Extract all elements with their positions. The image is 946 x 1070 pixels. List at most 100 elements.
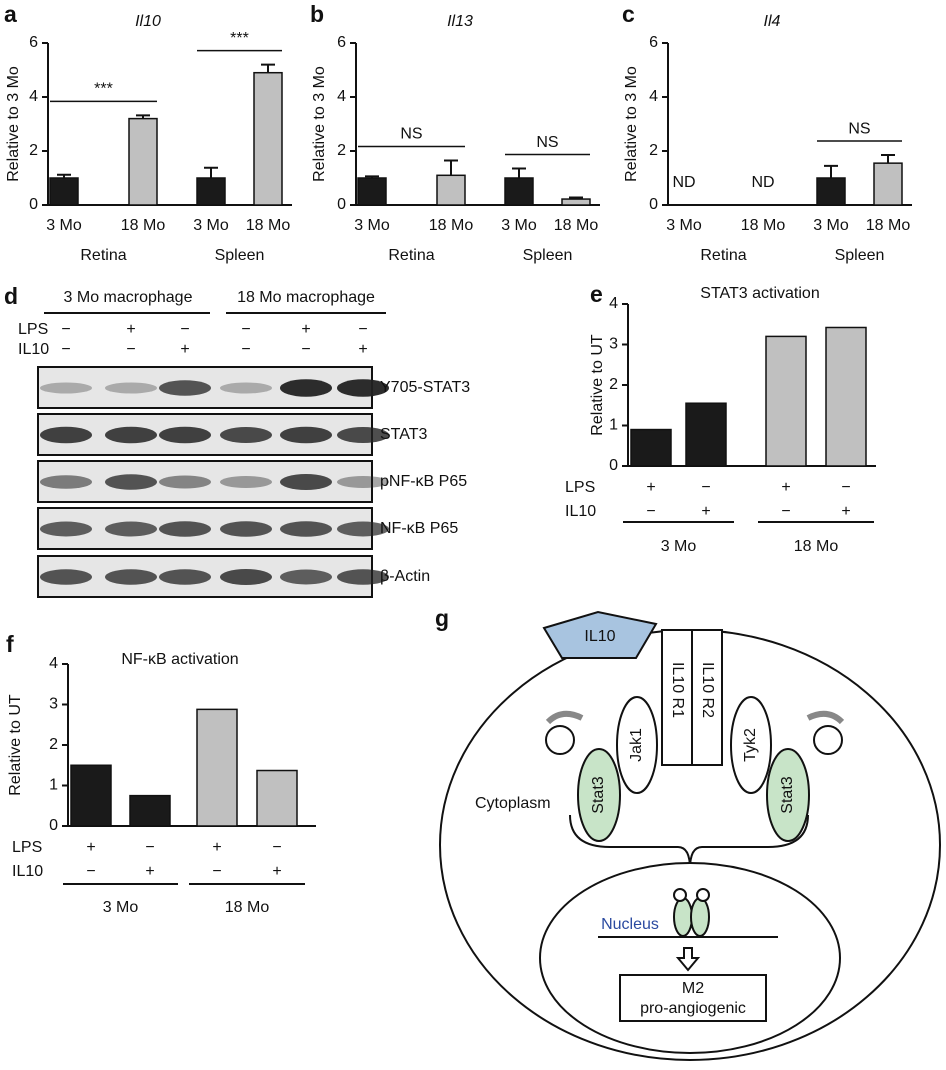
x-tick-label: 3 Mo — [501, 217, 537, 234]
cytoplasm-label: Cytoplasm — [475, 795, 551, 812]
error-bar — [261, 63, 275, 73]
blot-band — [337, 521, 389, 537]
bar — [765, 335, 807, 467]
row-label: IL10 — [12, 863, 43, 880]
y-tick-label: 2 — [337, 142, 346, 159]
blot-band — [40, 569, 92, 585]
blot-band — [159, 521, 211, 537]
group-label: Retina — [700, 247, 746, 264]
blot-band — [220, 521, 272, 537]
bar — [196, 177, 226, 206]
y-tick-label: 2 — [609, 376, 618, 393]
outcome-label: M2 — [682, 980, 704, 997]
y-axis-label: Relative to UT — [589, 334, 606, 436]
chart-title: Il13 — [447, 13, 473, 30]
bar — [825, 326, 867, 467]
comparison-label: NS — [536, 134, 558, 151]
group-label: Retina — [80, 247, 126, 264]
bar — [561, 198, 591, 206]
x-tick-label: 18 Mo — [246, 217, 291, 234]
blot-band — [280, 569, 332, 585]
group-label: Spleen — [835, 247, 885, 264]
blot-row-value: − — [126, 341, 135, 358]
row-value: − — [781, 503, 790, 520]
diagram-shapes — [439, 610, 941, 1061]
y-tick-label: 4 — [49, 655, 58, 672]
bar — [253, 71, 283, 206]
blot-row-value: + — [301, 321, 310, 338]
comparison-label: *** — [230, 30, 249, 47]
value-label: ND — [751, 174, 774, 191]
y-tick-label: 4 — [649, 88, 658, 105]
row-value: + — [646, 479, 655, 496]
group-label: Spleen — [523, 247, 573, 264]
row-value: − — [86, 863, 95, 880]
blot-row-value: − — [241, 341, 250, 358]
blot-band-label: Y705-STAT3 — [380, 379, 470, 396]
x-tick-label: 18 Mo — [866, 217, 911, 234]
bar — [196, 708, 238, 827]
y-axis-label: Relative to 3 Mo — [623, 66, 640, 182]
blot-row-value: − — [180, 321, 189, 338]
blot-row-label: IL10 — [18, 341, 49, 358]
panel-letter: c — [622, 1, 635, 27]
blot-band — [105, 426, 157, 444]
y-axis-label: Relative to 3 Mo — [311, 66, 328, 182]
error-bar — [512, 167, 526, 178]
bar — [70, 764, 112, 827]
error-bar — [204, 166, 218, 178]
kinase-label: Tyk2 — [742, 728, 759, 762]
blot-band — [337, 476, 389, 488]
chart-title: Il10 — [135, 13, 161, 30]
panel-letter: b — [310, 1, 324, 27]
row-value: + — [701, 503, 710, 520]
blot-row-label: LPS — [18, 321, 48, 338]
group-label: 18 Mo — [225, 899, 270, 916]
blot-band — [40, 382, 92, 394]
bar — [873, 162, 903, 206]
row-label: IL10 — [565, 503, 596, 520]
blot-row-value: − — [61, 341, 70, 358]
y-tick-label: 3 — [49, 696, 58, 713]
y-tick-label: 4 — [609, 295, 618, 312]
bar — [128, 117, 158, 206]
ligand: IL10 — [584, 628, 615, 645]
error-bar — [365, 175, 379, 178]
row-value: + — [86, 839, 95, 856]
bar — [357, 177, 387, 206]
x-tick-label: 3 Mo — [46, 217, 82, 234]
blot-group: 18 Mo macrophage — [237, 289, 375, 306]
group-label: Spleen — [215, 247, 265, 264]
chart-title: Il4 — [764, 13, 781, 30]
blot-row-value: + — [180, 341, 189, 358]
x-tick-label: 3 Mo — [813, 217, 849, 234]
blot-row-value: − — [241, 321, 250, 338]
blot-row-value: − — [61, 321, 70, 338]
row-label: LPS — [565, 479, 595, 496]
receptor-label: IL10 R1 — [669, 662, 686, 718]
error-bar — [881, 154, 895, 164]
x-tick-label: 3 Mo — [666, 217, 702, 234]
blot-band — [105, 569, 157, 585]
nucleus-label: Nucleus — [601, 916, 659, 933]
y-axis-label: Relative to UT — [7, 694, 24, 796]
y-tick-label: 2 — [49, 736, 58, 753]
blot-band-label: β-Actin — [380, 568, 430, 585]
blot-row-value: − — [301, 341, 310, 358]
bar — [49, 177, 79, 206]
blot-band — [337, 379, 389, 397]
y-tick-label: 6 — [337, 34, 346, 51]
row-label: LPS — [12, 839, 42, 856]
row-value: + — [841, 503, 850, 520]
blot-band — [105, 521, 157, 537]
stat-label: Stat3 — [779, 776, 796, 813]
panel-letter: e — [590, 281, 603, 307]
blot-band — [40, 426, 92, 444]
blot-band-label: STAT3 — [380, 426, 428, 443]
chart-title: NF-κB activation — [121, 651, 238, 668]
bar — [685, 402, 727, 467]
row-value: − — [701, 479, 710, 496]
outcome-label: pro-angiogenic — [640, 1000, 746, 1017]
comparison-label: *** — [94, 81, 113, 98]
group-label: Retina — [388, 247, 434, 264]
